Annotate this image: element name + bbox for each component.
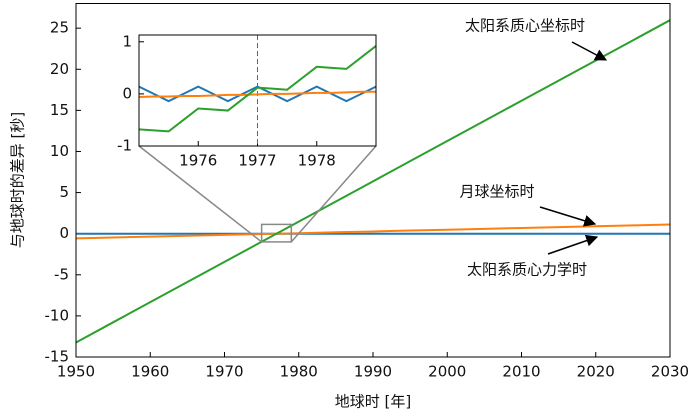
annotation: 月球坐标时 — [459, 183, 534, 201]
y-tick-label: -1 — [117, 137, 132, 155]
y-tick-label: 20 — [50, 60, 69, 78]
x-axis-label: 地球时 [年] — [335, 393, 411, 411]
line-series — [138, 90, 376, 99]
y-axis-label: 与地球时的差异 [秒] — [9, 112, 27, 248]
x-tick-label: 1970 — [205, 363, 243, 381]
y-tick-label: -15 — [45, 348, 70, 366]
x-tick-label: 2020 — [577, 363, 615, 381]
zoom-connector — [290, 145, 377, 243]
x-tick-label: 1960 — [131, 363, 169, 381]
annotation-arrow — [571, 41, 608, 61]
y-tick-label: 10 — [50, 142, 69, 160]
y-tick-label: 15 — [50, 101, 69, 119]
y-tick-label: 1 — [122, 32, 132, 50]
y-tick-label: 0 — [59, 224, 69, 242]
line-series — [138, 45, 377, 133]
y-tick-label: -10 — [45, 306, 70, 324]
y-tick-label: -5 — [54, 265, 69, 283]
y-tick-label: 0 — [122, 84, 132, 102]
annotation-arrow — [547, 234, 599, 255]
x-tick-label: 1950 — [57, 363, 95, 381]
y-tick-label: 25 — [50, 19, 69, 37]
x-tick-label: 1976 — [179, 152, 217, 170]
x-tick-label: 1977 — [238, 152, 276, 170]
zoom-connector — [138, 145, 263, 243]
x-tick-label: 2010 — [502, 363, 540, 381]
annotation-arrow — [539, 206, 597, 227]
plot-frame — [75, 3, 671, 358]
annotation: 太阳系质心坐标时 — [465, 17, 585, 35]
y-tick-label: 5 — [59, 183, 69, 201]
x-tick-label: 2030 — [651, 363, 689, 381]
x-tick-label: 1978 — [298, 152, 336, 170]
plot-frame — [138, 34, 377, 147]
line-series — [75, 19, 671, 344]
zoom-box — [260, 223, 293, 243]
x-tick-label: 1980 — [280, 363, 318, 381]
x-tick-label: 1990 — [354, 363, 392, 381]
x-tick-label: 2000 — [428, 363, 466, 381]
line-series — [75, 223, 671, 240]
annotation: 太阳系质心力学时 — [467, 261, 587, 279]
